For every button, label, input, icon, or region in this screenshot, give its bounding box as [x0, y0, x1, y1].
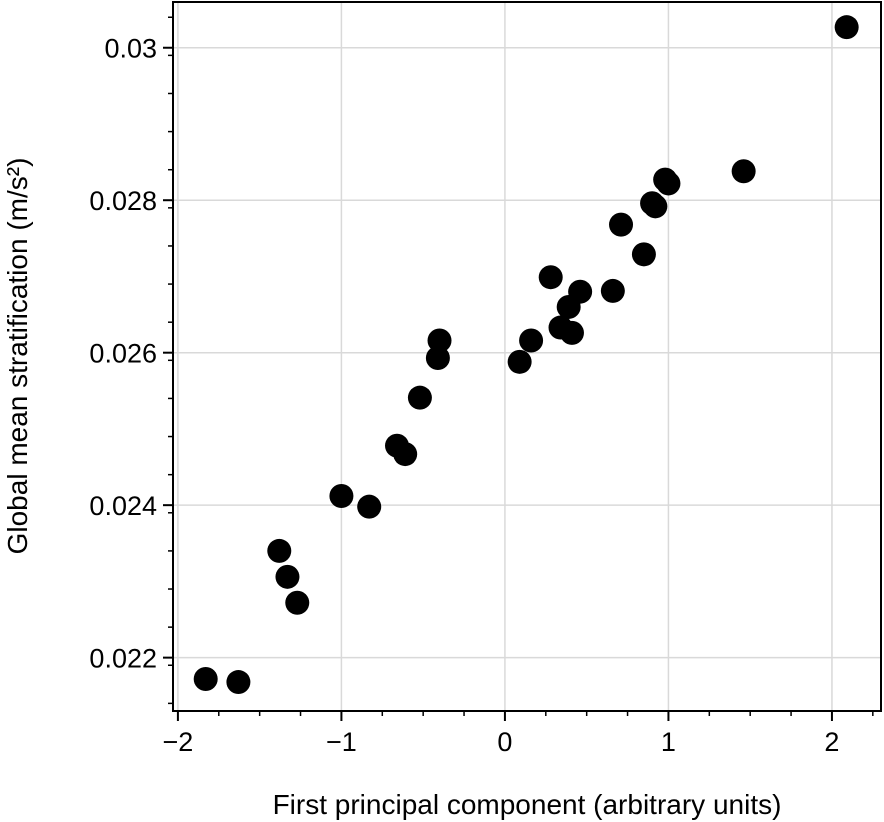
plot-frame [172, 1, 882, 712]
data-point [267, 538, 292, 563]
x-tick-label: −1 [326, 727, 357, 757]
data-point [631, 242, 656, 267]
data-point [329, 484, 354, 509]
data-point [357, 494, 382, 519]
y-tick-label: 0.022 [89, 644, 157, 674]
data-point [275, 564, 300, 589]
x-axis-label: First principal component (arbitrary uni… [273, 789, 782, 820]
x-tick-label: 0 [497, 727, 512, 757]
data-point [193, 666, 218, 691]
data-point [656, 171, 681, 196]
x-tick-label: 2 [824, 727, 839, 757]
y-tick-label: 0.03 [104, 34, 157, 64]
y-tick-label: 0.028 [89, 186, 157, 216]
data-point [507, 349, 532, 374]
data-point [226, 670, 251, 695]
data-point [519, 328, 544, 353]
y-tick-label: 0.026 [89, 339, 157, 369]
data-point [538, 265, 563, 290]
x-tick-label: −2 [163, 727, 194, 757]
y-tick-label: 0.024 [89, 491, 157, 521]
x-tick-label: 1 [661, 727, 676, 757]
data-point [834, 15, 859, 40]
data-point [407, 385, 432, 410]
axis-ticks [163, 16, 874, 721]
data-point [285, 590, 310, 615]
y-axis-label: Global mean stratification (m/s²) [2, 158, 33, 555]
tick-labels: −2 −1 0 1 2 0.022 0.024 0.026 0.028 0.03 [89, 34, 839, 757]
data-point [731, 159, 756, 184]
data-point [393, 442, 418, 467]
data-point [643, 194, 668, 219]
data-point [559, 320, 584, 345]
data-point [609, 212, 634, 237]
data-point [425, 346, 450, 371]
data-point [568, 279, 593, 304]
data-point [600, 278, 625, 303]
grid [173, 2, 881, 711]
data-point [427, 328, 452, 353]
scatter-points [193, 15, 859, 695]
